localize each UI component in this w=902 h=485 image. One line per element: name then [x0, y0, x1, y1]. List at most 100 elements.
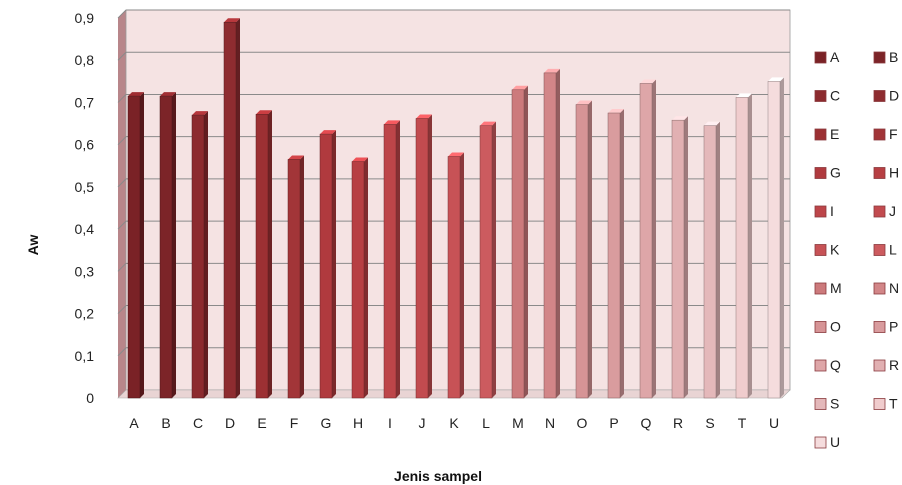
- legend-label: I: [830, 203, 834, 219]
- legend-item-R: R: [873, 357, 899, 373]
- y-tick-label: 0,1: [75, 348, 95, 364]
- legend-item-T: T: [873, 396, 898, 412]
- legend-swatch: [814, 436, 827, 449]
- x-tick-label: H: [353, 415, 363, 431]
- x-tick-label: T: [738, 415, 747, 431]
- legend-swatch: [873, 90, 886, 102]
- legend-swatch: [814, 128, 827, 141]
- bar-A: [127, 92, 144, 399]
- gridline-diag: [117, 347, 127, 357]
- bar-G: [319, 130, 336, 399]
- legend-swatch: [873, 321, 886, 333]
- bar-Q: [639, 79, 656, 399]
- legend-swatch: [814, 398, 827, 410]
- legend-item-K: K: [814, 242, 840, 258]
- legend-label: D: [889, 88, 899, 104]
- x-tick-label: E: [257, 415, 266, 431]
- bar-front: [479, 125, 493, 399]
- bars: [127, 18, 784, 399]
- bar-top: [224, 18, 240, 23]
- legend-item-I: I: [814, 203, 834, 219]
- bar-top: [320, 130, 336, 135]
- legend-item-P: P: [873, 319, 898, 335]
- legend-swatch: [873, 359, 886, 372]
- bar-side: [460, 152, 464, 398]
- bar-top: [160, 92, 176, 97]
- x-tick-label: N: [545, 415, 555, 431]
- x-tick-label: C: [193, 415, 203, 431]
- bar-side: [428, 114, 432, 398]
- bar-front: [415, 118, 429, 399]
- bar-front: [639, 83, 653, 399]
- legend-swatch: [873, 51, 886, 64]
- bar-side: [780, 77, 784, 398]
- legend-label: M: [830, 280, 842, 296]
- x-axis-title: Jenis sampel: [394, 468, 482, 484]
- legend-swatch: [873, 398, 886, 410]
- x-tick-label: U: [769, 415, 779, 431]
- y-tick-label: 0,2: [75, 306, 95, 322]
- bar-front: [767, 81, 781, 399]
- bar-J: [415, 114, 432, 399]
- y-tick-label: 0,6: [75, 137, 95, 153]
- legend-swatch: [814, 244, 827, 256]
- legend-item-O: O: [814, 319, 841, 335]
- legend-label: Q: [830, 357, 841, 373]
- legend-swatch: [873, 244, 886, 256]
- legend-label: H: [889, 165, 899, 181]
- legend-swatch: [814, 205, 827, 218]
- bar-H: [351, 157, 368, 399]
- legend-label: T: [889, 396, 898, 412]
- x-tick-label: B: [161, 415, 170, 431]
- legend-item-H: H: [873, 165, 899, 181]
- bar-top: [480, 121, 496, 126]
- y-tick-label: 0,3: [75, 263, 95, 279]
- bar-top: [448, 152, 464, 157]
- legend-label: R: [889, 357, 899, 373]
- x-tick-label: G: [321, 415, 332, 431]
- legend-item-G: G: [814, 165, 841, 181]
- legend-item-L: L: [873, 242, 897, 258]
- bar-front: [383, 124, 397, 399]
- x-tick-label: M: [512, 415, 524, 431]
- legend-label: L: [889, 242, 897, 258]
- y-axis-title: Aw: [25, 235, 41, 256]
- legend-item-U: U: [814, 434, 840, 450]
- bar-E: [255, 110, 272, 399]
- legend: A B C D E F G H I J K L M N O P Q R S T U: [814, 49, 899, 450]
- bar-front: [703, 125, 717, 399]
- bar-front: [223, 21, 237, 399]
- bar-side: [236, 18, 240, 398]
- legend-swatch: [873, 128, 886, 141]
- legend-item-F: F: [873, 126, 898, 142]
- legend-label: N: [889, 280, 899, 296]
- bar-side: [300, 155, 304, 398]
- y-tick-label: 0,8: [75, 52, 95, 68]
- bar-side: [620, 109, 624, 398]
- y-tick-label: 0,5: [75, 179, 95, 195]
- x-tick-label: A: [129, 415, 139, 431]
- bar-top: [640, 79, 656, 84]
- legend-item-C: C: [814, 88, 840, 104]
- bar-side: [204, 111, 208, 398]
- x-tick-label: P: [609, 415, 618, 431]
- bar-top: [544, 68, 560, 73]
- bar-top: [768, 77, 784, 82]
- legend-swatch: [814, 359, 827, 372]
- x-tick-label: J: [419, 415, 426, 431]
- y-axis-ticks: 0 0,1 0,2 0,3 0,4 0,5 0,6 0,7 0,8 0,9: [75, 10, 95, 406]
- x-tick-label: O: [577, 415, 588, 431]
- legend-label: J: [889, 203, 896, 219]
- bar-O: [575, 100, 592, 399]
- legend-label: P: [889, 319, 898, 335]
- bar-top: [256, 110, 272, 115]
- bar-front: [255, 114, 269, 399]
- gridline-diag: [117, 262, 127, 272]
- x-tick-label: F: [290, 415, 299, 431]
- x-tick-label: I: [388, 415, 392, 431]
- bar-front: [511, 89, 525, 399]
- bar-D: [223, 18, 240, 399]
- bar-top: [672, 116, 688, 121]
- legend-swatch: [873, 282, 886, 295]
- legend-label: C: [830, 88, 840, 104]
